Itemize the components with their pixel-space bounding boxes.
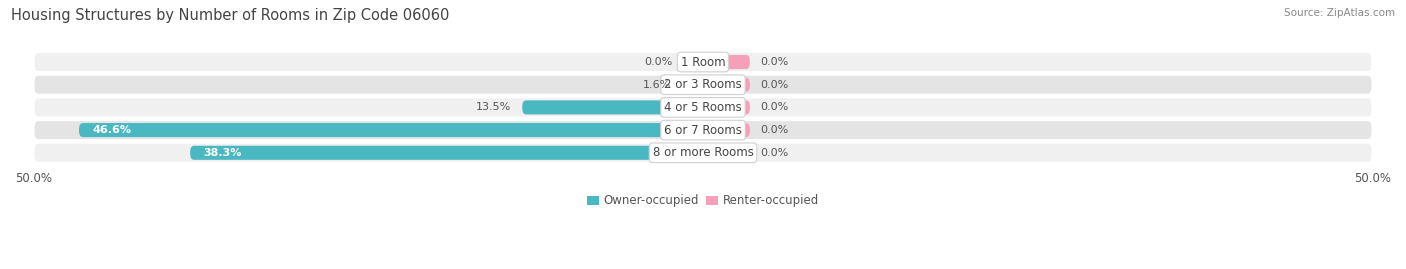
FancyBboxPatch shape [703, 123, 749, 137]
Text: 8 or more Rooms: 8 or more Rooms [652, 146, 754, 159]
FancyBboxPatch shape [34, 120, 1372, 140]
Text: 1.6%: 1.6% [643, 80, 671, 90]
FancyBboxPatch shape [79, 123, 703, 137]
Text: 0.0%: 0.0% [761, 80, 789, 90]
FancyBboxPatch shape [522, 100, 703, 114]
Text: Source: ZipAtlas.com: Source: ZipAtlas.com [1284, 8, 1395, 18]
Text: 0.0%: 0.0% [761, 148, 789, 158]
Text: 0.0%: 0.0% [644, 57, 672, 67]
Text: 6 or 7 Rooms: 6 or 7 Rooms [664, 123, 742, 137]
Text: 0.0%: 0.0% [761, 57, 789, 67]
FancyBboxPatch shape [703, 55, 749, 69]
Text: 46.6%: 46.6% [93, 125, 131, 135]
Text: 38.3%: 38.3% [204, 148, 242, 158]
Text: 2 or 3 Rooms: 2 or 3 Rooms [664, 78, 742, 91]
FancyBboxPatch shape [34, 143, 1372, 163]
Text: 13.5%: 13.5% [477, 102, 512, 112]
FancyBboxPatch shape [34, 97, 1372, 117]
Legend: Owner-occupied, Renter-occupied: Owner-occupied, Renter-occupied [582, 190, 824, 212]
FancyBboxPatch shape [34, 75, 1372, 95]
FancyBboxPatch shape [682, 78, 703, 92]
FancyBboxPatch shape [34, 52, 1372, 72]
Text: Housing Structures by Number of Rooms in Zip Code 06060: Housing Structures by Number of Rooms in… [11, 8, 450, 23]
Text: 1 Room: 1 Room [681, 55, 725, 69]
FancyBboxPatch shape [683, 55, 703, 69]
FancyBboxPatch shape [703, 146, 749, 160]
FancyBboxPatch shape [703, 100, 749, 114]
Text: 0.0%: 0.0% [761, 125, 789, 135]
FancyBboxPatch shape [190, 146, 703, 160]
FancyBboxPatch shape [703, 78, 749, 92]
Text: 0.0%: 0.0% [761, 102, 789, 112]
Text: 4 or 5 Rooms: 4 or 5 Rooms [664, 101, 742, 114]
